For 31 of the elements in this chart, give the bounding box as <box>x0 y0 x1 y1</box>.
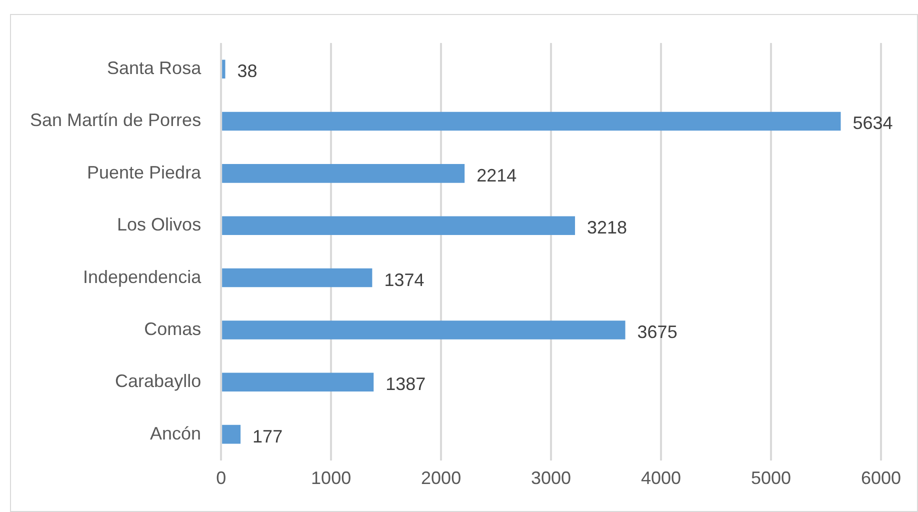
data-label: 38 <box>237 61 258 82</box>
x-tick-label: 1000 <box>311 468 352 488</box>
x-tick-label: 6000 <box>860 468 902 488</box>
y-tick-label: Puente Piedra <box>86 162 202 182</box>
bar <box>222 372 374 392</box>
y-tick-label: Comas <box>144 318 202 339</box>
bar <box>222 320 626 340</box>
y-tick-label: San Martín de Porres <box>30 110 202 130</box>
x-tick-label: 3000 <box>531 468 572 488</box>
data-label: 1387 <box>386 374 426 394</box>
bar <box>222 216 576 236</box>
bar <box>222 164 465 183</box>
x-tick-label: 4000 <box>641 468 682 488</box>
y-tick-label: Ancón <box>150 423 202 444</box>
bar <box>222 268 372 288</box>
bar <box>222 60 226 78</box>
x-tick-label: 2000 <box>421 468 462 488</box>
x-tick-label: 0 <box>216 468 226 488</box>
bar <box>222 424 241 444</box>
y-tick-label: Santa Rosa <box>107 58 202 78</box>
y-tick-label: Independencia <box>82 266 202 287</box>
data-label: 2214 <box>476 165 517 186</box>
y-tick-label: Los Olivos <box>117 214 202 235</box>
data-label: 5634 <box>852 113 893 134</box>
y-tick-label: Carabayllo <box>115 371 202 392</box>
bar <box>222 112 841 131</box>
data-label: 1374 <box>384 270 424 290</box>
data-label: 3675 <box>637 322 678 342</box>
x-tick-label: 5000 <box>750 468 792 488</box>
data-label: 177 <box>252 426 283 446</box>
data-label: 3218 <box>587 218 628 238</box>
